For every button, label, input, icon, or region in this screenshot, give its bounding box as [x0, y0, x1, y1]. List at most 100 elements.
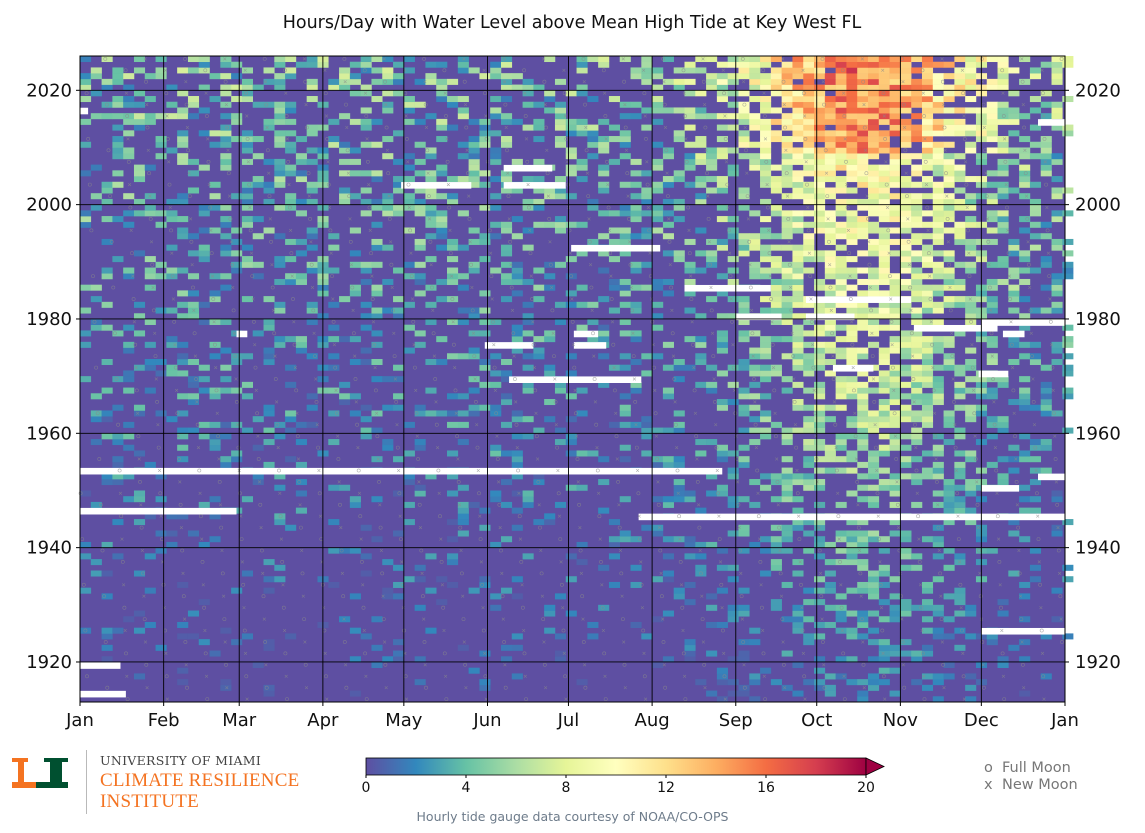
full-moon-marker	[1041, 91, 1045, 96]
heatmap-cell	[328, 118, 340, 125]
new-moon-marker	[417, 480, 421, 484]
heatmap-cell	[1008, 644, 1020, 651]
full-moon-marker	[434, 422, 439, 427]
new-moon-marker	[885, 205, 890, 210]
heatmap-cell	[738, 318, 750, 325]
full-moon-marker	[198, 514, 203, 519]
heatmap-cell	[112, 256, 124, 263]
heatmap-cell	[177, 456, 189, 463]
heatmap-cell	[900, 416, 912, 423]
heatmap-cell	[101, 473, 113, 480]
heatmap-cell	[727, 381, 739, 388]
heatmap-cell	[673, 198, 685, 205]
heatmap-cell	[101, 479, 113, 486]
new-moon-marker	[802, 114, 807, 118]
heatmap-cell	[803, 358, 815, 366]
heatmap-cell	[824, 176, 836, 183]
full-moon-marker	[703, 125, 708, 130]
heatmap-cell	[986, 547, 998, 554]
full-moon-marker	[838, 560, 842, 564]
heatmap-cell	[760, 73, 772, 80]
heatmap-cell	[1062, 393, 1074, 400]
heatmap-cell	[403, 67, 415, 74]
heatmap-cell	[857, 444, 869, 451]
heatmap-cell	[490, 267, 502, 274]
heatmap-cell	[770, 370, 782, 377]
new-moon-marker	[840, 628, 845, 633]
heatmap-cell	[1019, 324, 1031, 331]
heatmap-cell	[500, 118, 513, 125]
heatmap-cell	[457, 96, 469, 103]
full-moon-marker	[922, 697, 927, 702]
heatmap-cell	[1029, 576, 1042, 583]
heatmap-cell	[231, 261, 243, 268]
full-moon-marker	[386, 171, 391, 176]
heatmap-cell	[608, 210, 621, 217]
missing-data-bar	[503, 164, 553, 172]
heatmap-cell	[835, 227, 847, 234]
heatmap-cell	[177, 393, 189, 400]
heatmap-cell	[911, 679, 923, 686]
heatmap-cell	[533, 479, 545, 486]
heatmap-cell	[285, 198, 297, 205]
heatmap-cell	[263, 439, 275, 446]
full-moon-marker	[185, 685, 189, 690]
new-moon-marker	[229, 240, 233, 244]
heatmap-cell	[619, 318, 631, 325]
heatmap-cell	[868, 187, 880, 194]
new-moon-marker	[1020, 640, 1024, 644]
new-moon-marker	[640, 606, 645, 610]
heatmap-cell	[835, 198, 847, 205]
full-moon-marker	[378, 525, 383, 530]
full-moon-marker	[355, 422, 360, 427]
heatmap-cell	[857, 393, 869, 400]
full-moon-marker	[505, 148, 509, 153]
heatmap-cell	[943, 204, 955, 211]
heatmap-cell	[857, 519, 869, 526]
heatmap-cell	[1008, 284, 1020, 291]
heatmap-cell	[1019, 496, 1031, 503]
full-moon-marker	[866, 216, 870, 221]
heatmap-cell	[490, 444, 502, 451]
heatmap-cell	[770, 496, 782, 503]
heatmap-cell	[814, 216, 826, 223]
new-moon-marker	[518, 537, 523, 541]
heatmap-cell	[90, 559, 102, 566]
heatmap-cell	[684, 496, 696, 503]
full-moon-marker	[333, 365, 338, 370]
new-moon-marker	[362, 628, 366, 633]
heatmap-cell	[393, 78, 405, 85]
heatmap-cell	[932, 101, 944, 108]
heatmap-cell	[177, 341, 189, 348]
full-moon-marker	[342, 640, 347, 644]
new-moon-marker	[179, 525, 184, 530]
heatmap-cell	[641, 233, 653, 240]
heatmap-cell	[727, 278, 739, 285]
full-moon-marker	[694, 434, 699, 439]
heatmap-cell	[695, 90, 707, 97]
heatmap-cell	[716, 347, 728, 354]
heatmap-cell	[447, 581, 459, 588]
heatmap-cell	[123, 387, 135, 394]
new-moon-marker	[435, 445, 440, 450]
heatmap-cell	[1019, 56, 1031, 63]
full-moon-marker	[431, 331, 436, 336]
heatmap-cell	[393, 267, 405, 274]
new-moon-marker	[145, 686, 149, 690]
heatmap-cell	[220, 364, 232, 371]
heatmap-cell	[479, 141, 491, 148]
full-moon-marker	[747, 239, 752, 244]
full-moon-marker	[750, 331, 755, 336]
heatmap-cell	[760, 364, 772, 371]
heatmap-cell	[231, 113, 243, 120]
heatmap-cell	[997, 141, 1009, 148]
new-moon-marker	[482, 651, 487, 656]
heatmap-cell	[921, 84, 934, 91]
heatmap-cell	[101, 627, 113, 634]
heatmap-cell	[436, 296, 448, 303]
new-moon-marker	[917, 537, 921, 541]
heatmap-cell	[770, 336, 782, 343]
new-moon-marker	[787, 240, 791, 244]
heatmap-cell	[187, 530, 200, 537]
heatmap-cell	[144, 267, 156, 274]
